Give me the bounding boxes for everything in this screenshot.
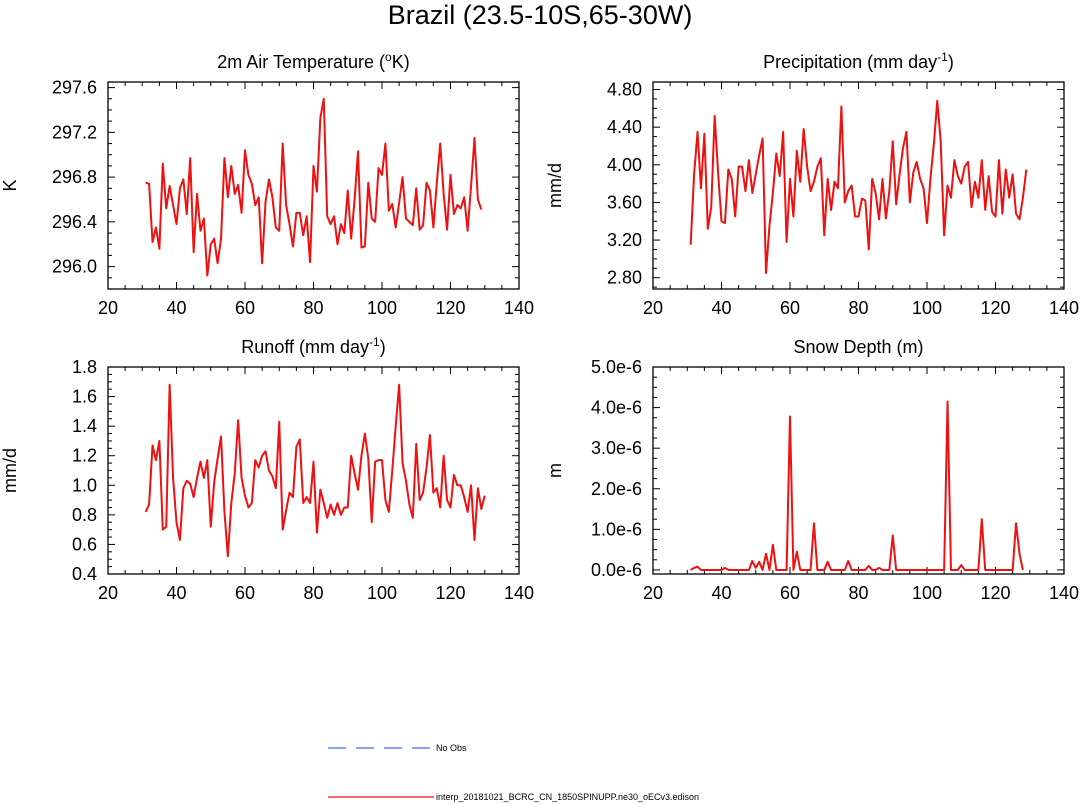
y-tick-label: 296.0 [52,257,97,277]
x-tick-label: 140 [1049,583,1079,603]
y-tick-label: 0.4 [72,564,97,584]
x-tick-label: 40 [711,583,731,603]
x-tick-label: 120 [435,298,465,318]
x-tick-label: 60 [780,298,800,318]
series-line-precipitation [689,99,1028,274]
chart-panel-temperature: 20 40 60 80 100 120 140 296.0 296.4 296.8 297.2 297… [0,50,534,318]
y-tick-label: 1.4 [72,416,97,436]
chart-title-text: Precipitation (mm day [763,52,937,72]
chart-title-superscript: -1 [937,50,948,64]
x-tick-label: 120 [980,583,1010,603]
x-tick-label: 80 [303,583,323,603]
y-tick-label: 0.8 [72,505,97,525]
x-tick-label: 140 [504,298,534,318]
plot-frame [652,366,1065,575]
y-tick-label: 0.6 [72,534,97,554]
x-tick-label: 100 [367,583,397,603]
x-tick-label: 60 [235,298,255,318]
x-tick-label: 20 [98,583,118,603]
x-tick-label: 20 [98,298,118,318]
y-tick-label: 0.0e-6 [591,560,642,580]
y-tick-label: 4.80 [607,80,642,100]
y-tick-label: 2.80 [607,268,642,288]
y-tick-label: 2.0e-6 [591,479,642,499]
chart-title-text: 2m Air Temperature ( [217,52,385,72]
x-tick-label: 120 [980,298,1010,318]
chart-title-text: Runoff (mm day [241,337,369,357]
y-tick-label: 3.20 [607,230,642,250]
chart-title: Precipitation (mm day-1) [763,50,954,72]
x-tick-label: 140 [504,583,534,603]
chart-title: Snow Depth (m) [793,337,923,357]
y-tick-label: 4.00 [607,155,642,175]
y-tick-label: 1.6 [72,387,97,407]
y-axis-label: mm/d [545,163,565,208]
chart-title-text: Snow Depth (m) [793,337,923,357]
y-tick-label: 1.0e-6 [591,519,642,539]
y-tick-label: 1.2 [72,446,97,466]
x-tick-label: 100 [912,298,942,318]
y-tick-label: 296.8 [52,167,97,187]
x-tick-label: 140 [1049,298,1079,318]
chart-title: Runoff (mm day-1) [241,335,385,357]
y-axis-label: m [545,463,565,478]
chart-panel-runoff: 20 40 60 80 100 120 140 0.4 0.6 0.8 1.0 1.2 1.4 1.6 1.… [0,335,534,603]
y-tick-label: 3.60 [607,192,642,212]
x-tick-label: 40 [166,298,186,318]
x-tick-label: 40 [711,298,731,318]
legend: No Obs interp_20181021_BCRC_CN_1850SPINU… [328,743,699,802]
chart-title-end: ) [948,52,954,72]
x-tick-label: 100 [367,298,397,318]
y-tick-label: 4.40 [607,117,642,137]
series-line-runoff [144,383,486,558]
x-tick-label: 20 [643,583,663,603]
plot-frame [652,81,1065,290]
legend-label-no-obs: No Obs [436,743,467,753]
chart-panel-snow-depth: 20 40 60 80 100 120 140 0.0e-6 1.0e-6 2.0e-6 3.0e-… [545,337,1079,603]
x-tick-label: 20 [643,298,663,318]
legend-label-model: interp_20181021_BCRC_CN_1850SPINUPP.ne30… [436,792,699,802]
figure-title: Brazil (23.5-10S,65-30W) [388,0,693,30]
x-tick-label: 80 [848,298,868,318]
x-tick-label: 80 [848,583,868,603]
x-tick-label: 40 [166,583,186,603]
chart-panel-precipitation: 20 40 60 80 100 120 140 2.80 3.20 3.60 4.00 4.40 4.8… [545,50,1079,318]
x-tick-label: 100 [912,583,942,603]
y-axis-label: K [0,179,20,191]
y-axis-label: mm/d [0,448,20,493]
chart-title-end: K) [392,52,410,72]
x-tick-label: 80 [303,298,323,318]
y-tick-label: 3.0e-6 [591,438,642,458]
x-tick-label: 60 [780,583,800,603]
chart-title-superscript: o [385,50,392,64]
y-tick-label: 296.4 [52,212,97,232]
chart-title: 2m Air Temperature (oK) [217,50,409,72]
y-tick-label: 1.0 [72,475,97,495]
y-tick-label: 297.2 [52,122,97,142]
series-line-snow-depth [690,400,1024,571]
chart-title-superscript: -1 [369,335,380,349]
y-tick-label: 5.0e-6 [591,357,642,377]
x-tick-label: 120 [435,583,465,603]
y-tick-label: 297.6 [52,78,97,98]
y-tick-label: 1.8 [72,357,97,377]
x-tick-label: 60 [235,583,255,603]
series-line-temperature [145,97,483,277]
y-tick-label: 4.0e-6 [591,398,642,418]
chart-title-end: ) [380,337,386,357]
